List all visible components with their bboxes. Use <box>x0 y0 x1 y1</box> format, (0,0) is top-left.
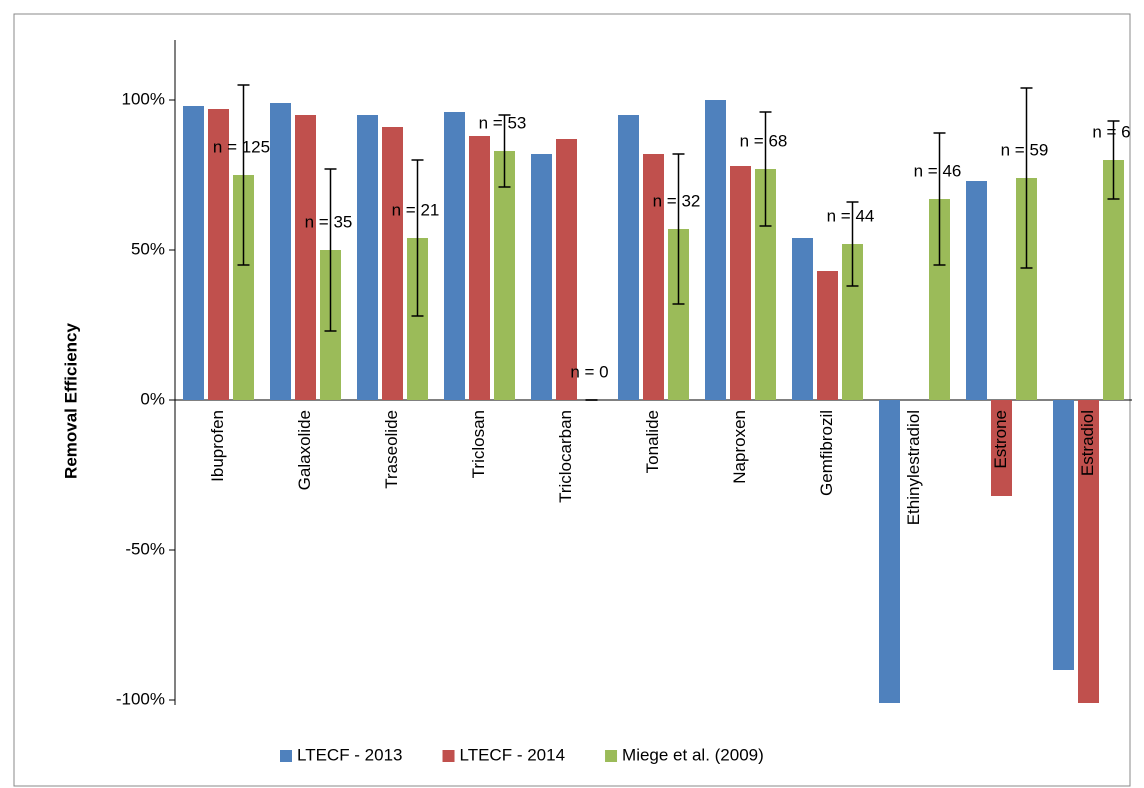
error-bar <box>759 111 772 227</box>
bar <box>817 271 838 400</box>
legend-label: LTECF - 2014 <box>460 745 566 764</box>
error-bar <box>1020 87 1033 269</box>
error-bar <box>498 114 511 188</box>
bar <box>357 115 378 400</box>
x-tick-label: Galaxolide <box>295 410 314 490</box>
bar <box>705 100 726 400</box>
x-tick-label: Triclocarban <box>556 410 575 503</box>
annotation: n = 0 <box>570 362 608 381</box>
legend-swatch <box>280 750 292 762</box>
bar <box>1053 400 1074 670</box>
annotation: n = 35 <box>305 212 353 231</box>
bar <box>668 229 689 400</box>
bar <box>407 238 428 400</box>
bar <box>1078 400 1099 703</box>
legend-label: LTECF - 2013 <box>297 745 403 764</box>
error-bar <box>672 153 685 305</box>
error-bar <box>933 132 946 266</box>
error-bar <box>237 84 250 266</box>
bar <box>494 151 515 400</box>
y-tick-label: -100% <box>116 689 165 708</box>
bar <box>444 112 465 400</box>
annotation: n = 46 <box>914 161 962 180</box>
annotation: n = 53 <box>479 113 527 132</box>
legend-swatch <box>442 750 455 762</box>
bar <box>966 181 987 400</box>
annotation: n = 59 <box>1001 140 1049 159</box>
bar <box>208 109 229 400</box>
bar <box>531 154 552 400</box>
bar <box>618 115 639 400</box>
x-tick-label: Traseolide <box>382 410 401 489</box>
legend-swatch <box>605 750 618 762</box>
bar <box>643 154 664 400</box>
y-tick-label: -50% <box>125 539 165 558</box>
error-bar <box>411 159 424 317</box>
bar <box>929 199 950 400</box>
annotation: n = 125 <box>213 137 270 156</box>
error-bar <box>1107 120 1120 200</box>
x-tick-label: Tonalide <box>643 410 662 473</box>
bar <box>183 106 204 400</box>
y-tick-label: 50% <box>131 239 165 258</box>
bar <box>1103 160 1124 400</box>
x-tick-label: Naproxen <box>730 410 749 484</box>
annotation: n = 32 <box>653 191 701 210</box>
x-tick-label: Ibuprofen <box>208 410 227 482</box>
error-bar <box>324 168 337 332</box>
bar <box>382 127 403 400</box>
y-tick-label: 0% <box>140 389 165 408</box>
x-tick-label: Ethinylestradiol <box>904 410 923 525</box>
bar <box>842 244 863 400</box>
x-tick-label: Gemfibrozil <box>817 410 836 496</box>
annotation: n = 21 <box>392 200 440 219</box>
y-axis-label: Removal Efficiency <box>61 323 80 479</box>
bar <box>233 175 254 400</box>
annotation: n = 68 <box>740 131 788 150</box>
legend-label: Miege et al. (2009) <box>622 745 764 764</box>
bar <box>792 238 813 400</box>
bar <box>991 400 1012 496</box>
bar <box>270 103 291 400</box>
x-tick-label: Estrone <box>991 410 1010 469</box>
x-tick-label: Triclosan <box>469 410 488 478</box>
bar <box>556 139 577 400</box>
bar <box>879 400 900 703</box>
bar <box>295 115 316 400</box>
y-tick-label: 100% <box>122 89 165 108</box>
bar <box>730 166 751 400</box>
annotation: n = 44 <box>827 206 875 225</box>
error-bar <box>846 201 859 287</box>
bar <box>469 136 490 400</box>
bar <box>1016 178 1037 400</box>
x-tick-label: Estradiol <box>1078 410 1097 476</box>
annotation: n = 6 <box>1092 122 1130 141</box>
